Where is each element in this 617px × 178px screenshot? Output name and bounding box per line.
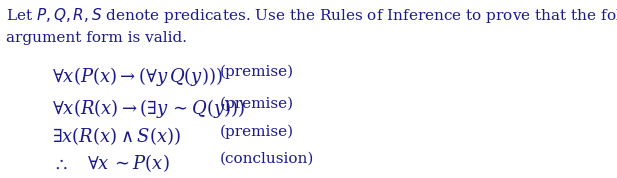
Text: (conclusion): (conclusion) (220, 152, 314, 166)
Text: (premise): (premise) (220, 65, 294, 79)
Text: $\therefore\quad \forall x\, {\sim}P(x)$: $\therefore\quad \forall x\, {\sim}P(x)$ (52, 152, 170, 174)
Text: $\exists x\left(R(x) \wedge S(x)\right)$: $\exists x\left(R(x) \wedge S(x)\right)$ (52, 125, 181, 147)
Text: (premise): (premise) (220, 97, 294, 111)
Text: (premise): (premise) (220, 125, 294, 139)
Text: argument form is valid.: argument form is valid. (6, 32, 186, 45)
Text: $\forall x\left(R(x) \rightarrow (\exists y\, {\sim}Q(y))\right)$: $\forall x\left(R(x) \rightarrow (\exist… (52, 97, 245, 120)
Text: Let $P, Q, R, S$ denote predicates. Use the Rules of Inference to prove that the: Let $P, Q, R, S$ denote predicates. Use … (6, 6, 617, 25)
Text: $\forall x\left(P(x) \rightarrow (\forall y\, Q(y))\right)$: $\forall x\left(P(x) \rightarrow (\foral… (52, 65, 223, 88)
